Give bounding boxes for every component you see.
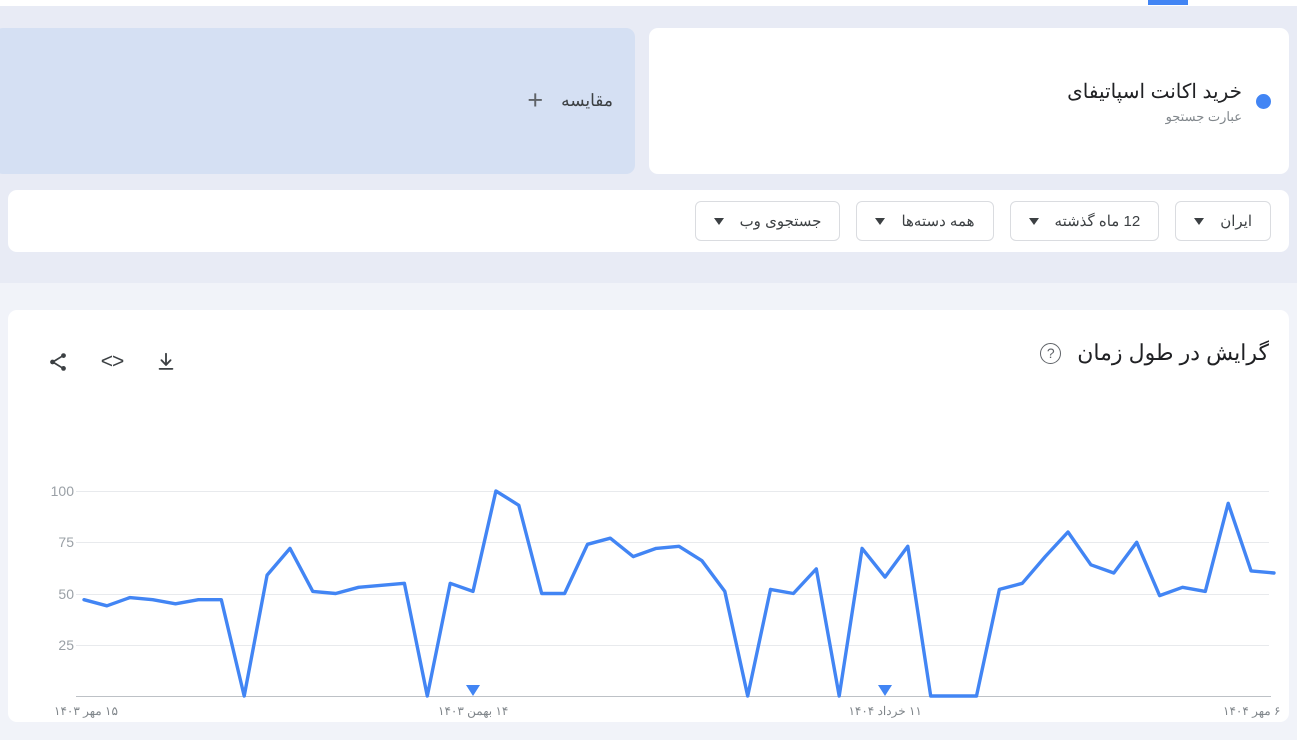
y-axis-tick-label: 25 [58,636,74,653]
filter-category[interactable]: همه دسته‌ها [856,201,994,241]
question-mark-icon[interactable]: ? [1040,342,1062,364]
chevron-down-icon [1028,217,1039,225]
download-icon[interactable] [150,346,182,378]
search-term-label: خرید اکانت اسپاتیفای [1067,80,1242,103]
search-term-card[interactable]: خرید اکانت اسپاتیفای عبارت جستجو [649,28,1289,174]
x-axis-tick-marker [877,685,892,696]
gridline [76,644,1269,646]
filter-timerange-label: 12 ماه گذشته [1054,213,1141,230]
page-title: گرایش در طول زمان [1077,340,1269,365]
browser-top-strip [0,0,1297,6]
active-tab-indicator [1148,0,1188,5]
interest-over-time-panel: ? گرایش در طول زمان <> [8,310,1289,722]
x-axis-line [76,696,1271,697]
x-axis-tick-marker [466,685,481,696]
plus-icon: + [527,84,544,115]
y-axis-tick-label: 75 [58,534,74,551]
y-axis-tick-label: 100 [50,483,74,499]
gridline [76,491,1269,492]
series-color-dot [1256,93,1271,109]
share-icon[interactable] [42,346,74,378]
x-axis-tick-label: ۱۱ خرداد ۱۴۰۴ [848,704,922,718]
filter-bar: ایران 12 ماه گذشته همه دسته‌ها جستجوی وب [8,190,1289,252]
y-axis-tick-label: 50 [58,585,74,602]
chevron-down-icon [713,217,724,225]
trend-line-chart [82,489,1276,698]
embed-code-icon[interactable]: <> [100,350,125,373]
filter-location-label: ایران [1220,213,1252,230]
query-row: خرید اکانت اسپاتیفای عبارت جستجو + مقایس… [0,28,1289,174]
x-axis-tick-label: ۱۴ بهمن ۱۴۰۳ [438,704,509,718]
compare-label: مقایسه [561,91,613,110]
chart-actions: <> [42,346,182,378]
chart-plot-area[interactable]: 100 75 50 25 ۱۵ مهر ۱۴۰۳ ۱۴ بهمن ۱۴۰۳ ۱۱ خردا… [8,410,1289,722]
filter-timerange[interactable]: 12 ماه گذشته [1009,201,1160,241]
x-axis-tick-label: ۶ مهر ۱۴۰۴ [1223,704,1281,718]
filter-search-type-label: جستجوی وب [739,213,822,230]
filter-category-label: همه دسته‌ها [901,213,975,230]
filter-search-type[interactable]: جستجوی وب [694,201,841,241]
chevron-down-icon [1194,217,1205,225]
gridline [76,542,1269,544]
filter-location[interactable]: ایران [1175,201,1271,241]
add-comparison-button[interactable]: + مقایسه [0,28,635,174]
search-term-type-label: عبارت جستجو [1165,108,1242,124]
gridline [76,593,1269,595]
chevron-down-icon [875,217,886,225]
chart-header: ? گرایش در طول زمان <> [8,310,1289,410]
x-axis-tick-label: ۱۵ مهر ۱۴۰۳ [54,704,118,718]
